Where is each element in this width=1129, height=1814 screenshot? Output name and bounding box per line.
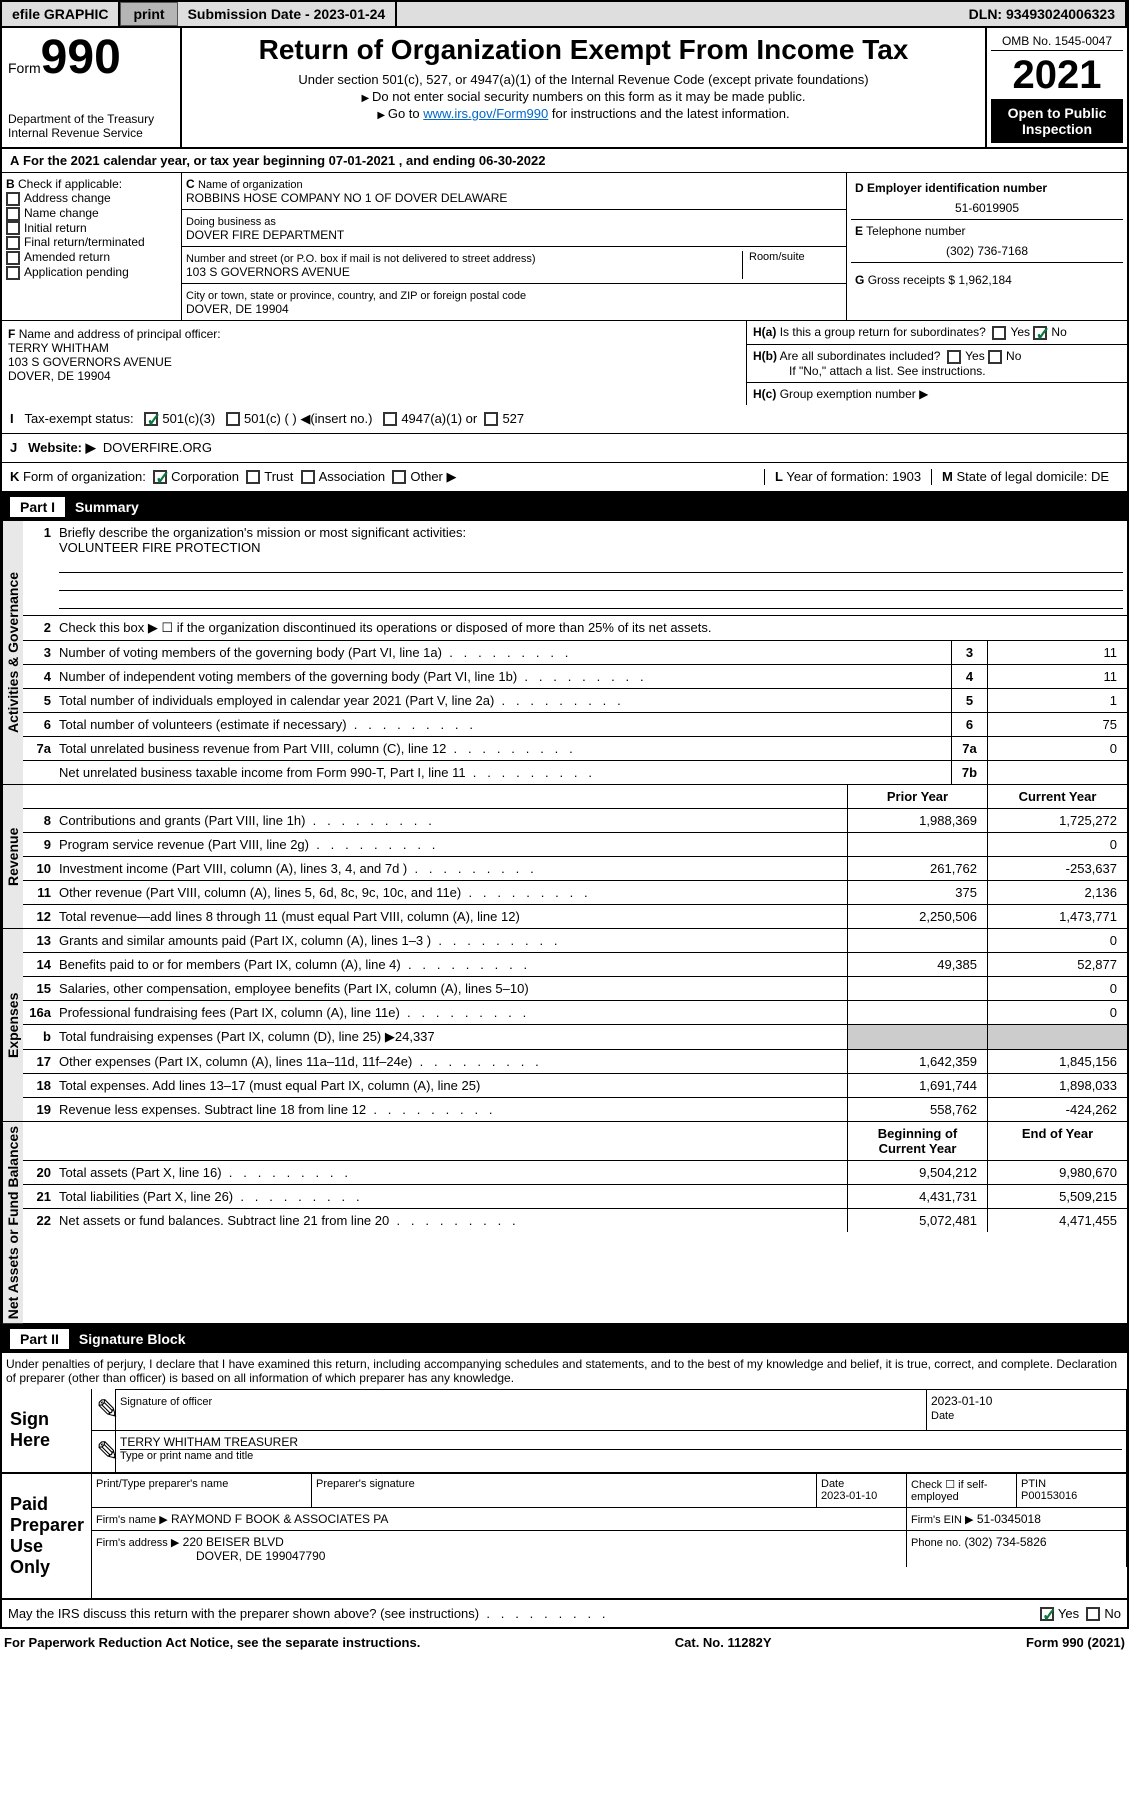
final-return-checkbox[interactable] [6, 236, 20, 250]
efile-label: efile GRAPHIC [2, 2, 120, 26]
irs-label: Internal Revenue Service [8, 126, 174, 140]
line-7a: Total unrelated business revenue from Pa… [55, 737, 951, 760]
net-assets-label: Net Assets or Fund Balances [2, 1122, 23, 1323]
omb-number: OMB No. 1545-0047 [991, 32, 1123, 51]
dln: DLN: 93493024006323 [959, 2, 1127, 26]
print-button[interactable]: print [120, 2, 177, 26]
line-i: I Tax-exempt status: 501(c)(3) 501(c) ( … [10, 411, 1119, 427]
city-cell: City or town, state or province, country… [182, 284, 846, 320]
ha-yes-checkbox[interactable] [992, 326, 1006, 340]
discuss-row: May the IRS discuss this return with the… [0, 1600, 1129, 1630]
part1-header: Part ISummary [0, 493, 1129, 521]
open-inspection: Open to Public Inspection [991, 99, 1123, 143]
form990-link[interactable]: www.irs.gov/Form990 [423, 106, 548, 121]
current-year-header: Current Year [987, 785, 1127, 808]
trust-checkbox[interactable] [246, 470, 260, 484]
hb-no-checkbox[interactable] [988, 350, 1002, 364]
discuss-yes-checkbox[interactable] [1040, 1607, 1054, 1621]
street-cell: Number and street (or P.O. box if mail i… [182, 247, 846, 284]
subtitle-3: Go to www.irs.gov/Form990 for instructio… [188, 106, 979, 121]
application-pending-checkbox[interactable] [6, 266, 20, 280]
tax-year: 2021 [991, 51, 1123, 99]
line-2: Check this box ▶ ☐ if the organization d… [55, 616, 1127, 640]
gross-receipts: G Gross receipts $ 1,962,184 [851, 263, 1123, 291]
other-checkbox[interactable] [392, 470, 406, 484]
form-number: 990 [41, 31, 121, 84]
org-name-cell: C Name of organizationROBBINS HOSE COMPA… [182, 173, 846, 210]
line-4: Number of independent voting members of … [55, 665, 951, 688]
paid-preparer-block: Paid Preparer Use Only Print/Type prepar… [0, 1474, 1129, 1600]
submission-date: Submission Date - 2023-01-24 [178, 2, 398, 26]
hb-yes-checkbox[interactable] [947, 350, 961, 364]
subtitle-2: Do not enter social security numbers on … [188, 89, 979, 104]
527-checkbox[interactable] [484, 412, 498, 426]
ha-no-checkbox[interactable] [1033, 326, 1047, 340]
discuss-no-checkbox[interactable] [1086, 1607, 1100, 1621]
form-header: Form990 Department of the Treasury Inter… [0, 28, 1129, 149]
line-a: A For the 2021 calendar year, or tax yea… [2, 149, 1127, 173]
4947-checkbox[interactable] [383, 412, 397, 426]
line-7b: Net unrelated business taxable income fr… [55, 761, 951, 784]
line-3: Number of voting members of the governin… [55, 641, 951, 664]
line-j: J Website: ▶ DOVERFIRE.ORG [2, 434, 1127, 463]
501c3-checkbox[interactable] [144, 412, 158, 426]
part2-header: Part IISignature Block [0, 1325, 1129, 1353]
line-m: M State of legal domicile: DE [931, 469, 1119, 485]
phone-cell: E Telephone number(302) 736-7168 [851, 220, 1123, 263]
corp-checkbox[interactable] [153, 470, 167, 484]
principal-officer: F Name and address of principal officer:… [2, 321, 747, 405]
top-toolbar: efile GRAPHIC print Submission Date - 20… [0, 0, 1129, 28]
amended-return-checkbox[interactable] [6, 251, 20, 265]
ein-cell: D Employer identification number51-60199… [851, 177, 1123, 220]
page-footer: For Paperwork Reduction Act Notice, see … [0, 1629, 1129, 1656]
address-change-checkbox[interactable] [6, 192, 20, 206]
prior-year-header: Prior Year [847, 785, 987, 808]
subtitle-1: Under section 501(c), 527, or 4947(a)(1)… [188, 72, 979, 87]
line-6: Total number of volunteers (estimate if … [55, 713, 951, 736]
revenue-label: Revenue [2, 785, 23, 928]
h-c: H(c) Group exemption number ▶ [747, 383, 1127, 405]
expenses-label: Expenses [2, 929, 23, 1121]
h-a: H(a) Is this a group return for subordin… [747, 321, 1127, 345]
line-l: L Year of formation: 1903 [764, 469, 931, 485]
dept-label: Department of the Treasury [8, 112, 174, 126]
form-title: Return of Organization Exempt From Incom… [188, 34, 979, 66]
assoc-checkbox[interactable] [301, 470, 315, 484]
dba-cell: Doing business asDOVER FIRE DEPARTMENT [182, 210, 846, 247]
activities-governance-label: Activities & Governance [2, 521, 23, 784]
sign-here-block: Sign Here ✎Signature of officer2023-01-1… [0, 1389, 1129, 1474]
501c-checkbox[interactable] [226, 412, 240, 426]
mission-question: Briefly describe the organization's miss… [55, 521, 1127, 615]
form-word: Form [8, 60, 41, 76]
initial-return-checkbox[interactable] [6, 221, 20, 235]
line-5: Total number of individuals employed in … [55, 689, 951, 712]
declaration-text: Under penalties of perjury, I declare th… [0, 1353, 1129, 1389]
section-b: B Check if applicable: Address change Na… [2, 173, 182, 320]
name-change-checkbox[interactable] [6, 207, 20, 221]
line-k: K Form of organization: Corporation Trus… [10, 469, 764, 485]
h-b: H(b) Are all subordinates included? Yes … [747, 345, 1127, 383]
